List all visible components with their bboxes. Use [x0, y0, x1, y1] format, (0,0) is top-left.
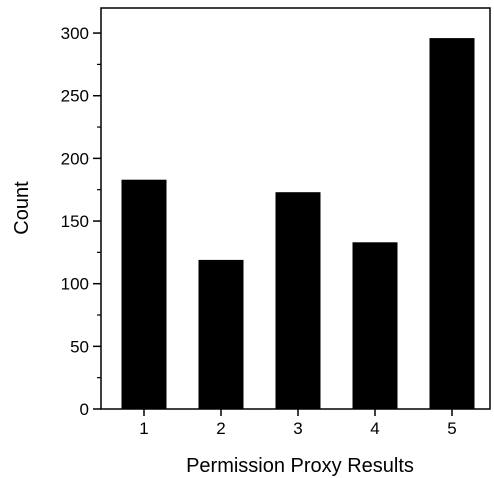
plot-frame [100, 7, 491, 410]
x-axis: 1 2 3 4 5 [139, 409, 457, 438]
x-tick-label: 4 [370, 419, 379, 438]
y-axis-title: Count [11, 181, 33, 235]
y-tick-label: 50 [70, 337, 89, 356]
y-tick-label: 100 [61, 275, 89, 294]
x-tick-label: 2 [216, 419, 225, 438]
x-axis-title: Permission Proxy Results [186, 455, 414, 477]
y-tick-label: 150 [61, 212, 89, 231]
bar-5 [429, 38, 475, 409]
y-axis: 0 50 100 150 200 250 300 [61, 24, 101, 419]
x-tick-label: 1 [139, 419, 148, 438]
x-tick-label: 3 [293, 419, 302, 438]
x-tick-label: 5 [447, 419, 456, 438]
y-tick-label: 300 [61, 24, 89, 43]
bar-2 [198, 259, 244, 409]
bars-group [121, 38, 475, 409]
bar-1 [121, 179, 167, 409]
y-tick-label: 250 [61, 87, 89, 106]
y-tick-label: 200 [61, 149, 89, 168]
bar-4 [352, 242, 398, 409]
bar-3 [275, 192, 321, 409]
y-tick-label: 0 [80, 400, 89, 419]
